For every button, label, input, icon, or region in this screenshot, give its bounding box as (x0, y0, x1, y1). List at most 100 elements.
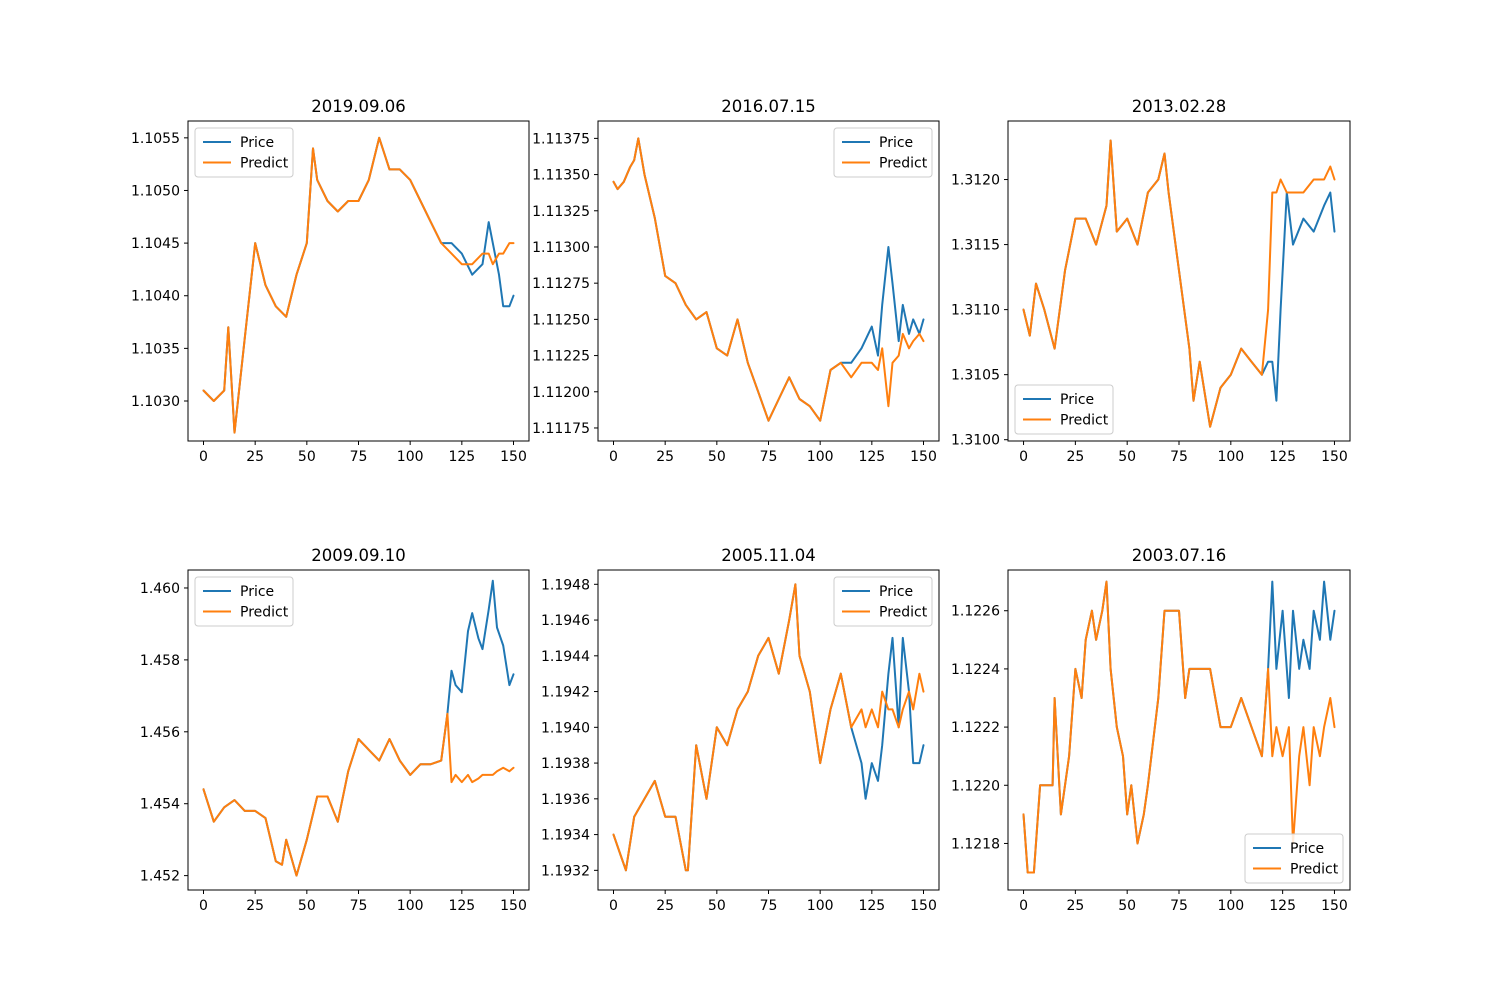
x-tick-label: 125 (1269, 449, 1296, 465)
x-tick-label: 50 (708, 449, 726, 465)
y-tick-label: 1.1218 (951, 836, 1000, 852)
chart-title: 2019.09.06 (311, 97, 405, 116)
y-tick-label: 1.3105 (951, 368, 1000, 384)
y-tick-label: 1.3100 (951, 433, 1000, 449)
x-tick-label: 75 (1170, 898, 1188, 914)
chart-title: 2009.09.10 (311, 546, 405, 565)
legend-label-predict: Predict (1060, 413, 1109, 429)
legend: Price Predict (833, 576, 933, 627)
y-tick-label: 1.1938 (541, 756, 590, 772)
x-tick-label: 100 (1217, 898, 1244, 914)
x-tick-label: 75 (350, 898, 368, 914)
x-tick-label: 75 (760, 449, 778, 465)
legend-label-predict: Predict (1290, 862, 1339, 878)
y-tick-label: 1.3120 (951, 173, 1000, 189)
series-line-predict (1022, 580, 1336, 874)
legend: Price Predict (194, 127, 294, 178)
x-tick-label: 100 (807, 898, 834, 914)
x-tick-label: 25 (1066, 898, 1084, 914)
subplot-3: 2013.02.28 0 25 50 75 100 125 150 1.3100 1.3105 1.… (951, 97, 1351, 465)
x-tick-label: 25 (246, 898, 264, 914)
y-tick-label: 1.1948 (541, 577, 590, 593)
y-tick-label: 1.11250 (532, 312, 590, 328)
legend-box (1014, 384, 1114, 435)
legend-box (194, 576, 294, 627)
legend-label-price: Price (240, 584, 274, 600)
legend-box (194, 127, 294, 178)
series-line-price (1022, 139, 1336, 428)
y-tick-label: 1.1040 (131, 289, 180, 305)
x-tick-label: 150 (910, 898, 937, 914)
y-tick-label: 1.1942 (541, 685, 590, 701)
legend-box (833, 576, 933, 627)
y-tick-label: 1.460 (140, 581, 180, 597)
y-tick-label: 1.452 (140, 869, 180, 885)
x-tick-label: 50 (1118, 898, 1136, 914)
x-tick-label: 25 (656, 898, 674, 914)
series-line-predict (202, 712, 515, 877)
legend-label-predict: Predict (879, 156, 928, 172)
y-tick-label: 1.1944 (541, 649, 590, 665)
y-tick-label: 1.1045 (131, 236, 180, 252)
legend: Price Predict (833, 127, 933, 178)
y-tick-label: 1.1936 (541, 792, 590, 808)
chart-title: 2003.07.16 (1132, 546, 1226, 565)
subplot-6: 2003.07.16 0 25 50 75 100 125 150 1.1218 1.1220 1.… (951, 546, 1351, 914)
x-tick-label: 50 (708, 898, 726, 914)
chart-title: 2013.02.28 (1132, 97, 1226, 116)
x-tick-label: 25 (246, 449, 264, 465)
legend: Price Predict (194, 576, 294, 627)
y-tick-label: 1.454 (140, 797, 180, 813)
y-tick-label: 1.1220 (951, 778, 1000, 794)
x-tick-label: 150 (910, 449, 937, 465)
legend-label-price: Price (240, 135, 274, 151)
y-tick-label: 1.11350 (532, 168, 590, 184)
y-tick-label: 1.1226 (951, 604, 1000, 620)
y-tick-label: 1.1940 (541, 720, 590, 736)
series-line-predict (1022, 139, 1336, 428)
x-tick-label: 50 (1118, 449, 1136, 465)
legend-box (1244, 833, 1344, 884)
x-tick-label: 75 (350, 449, 368, 465)
x-tick-label: 125 (858, 449, 885, 465)
series-line-predict (202, 136, 515, 434)
series-line-price (612, 137, 925, 422)
legend-box (833, 127, 933, 178)
y-tick-label: 1.1934 (541, 828, 590, 844)
y-tick-label: 1.11175 (532, 421, 590, 437)
legend: Price Predict (1244, 833, 1344, 884)
legend-label-predict: Predict (240, 605, 289, 621)
x-tick-label: 125 (448, 898, 475, 914)
y-tick-label: 1.1055 (131, 131, 180, 147)
series-line-predict (612, 137, 925, 422)
subplot-1: 2019.09.06 0 25 50 75 100 125 150 1.1030 1.1035 1.… (131, 97, 530, 465)
y-tick-label: 1.11300 (532, 240, 590, 256)
y-tick-label: 1.456 (140, 725, 180, 741)
y-tick-label: 1.1035 (131, 341, 180, 357)
y-tick-label: 1.11325 (532, 204, 590, 220)
x-tick-label: 25 (656, 449, 674, 465)
x-tick-label: 75 (1170, 449, 1188, 465)
y-tick-label: 1.11225 (532, 349, 590, 365)
legend: Price Predict (1014, 384, 1114, 435)
x-tick-label: 25 (1066, 449, 1084, 465)
subplot-4: 2009.09.10 0 25 50 75 100 125 150 1.452 1.454 1.45… (140, 546, 530, 914)
x-tick-label: 0 (199, 449, 208, 465)
y-tick-label: 1.11200 (532, 385, 590, 401)
x-tick-label: 0 (609, 898, 618, 914)
x-tick-label: 0 (609, 449, 618, 465)
x-tick-label: 150 (1321, 449, 1348, 465)
series-line-predict (612, 583, 925, 872)
x-tick-label: 75 (760, 898, 778, 914)
subplot-5: 2005.11.04 0 25 50 75 100 125 150 1.1932 1.1934 1.… (541, 546, 940, 914)
x-tick-label: 125 (858, 898, 885, 914)
y-tick-label: 1.1932 (541, 863, 590, 879)
series-line-price (1022, 580, 1336, 874)
y-tick-label: 1.1224 (951, 662, 1000, 678)
y-tick-label: 1.3110 (951, 303, 1000, 319)
x-tick-label: 50 (298, 898, 316, 914)
y-tick-label: 1.1222 (951, 720, 1000, 736)
y-tick-label: 1.3115 (951, 238, 1000, 254)
x-tick-label: 100 (1217, 449, 1244, 465)
x-tick-label: 0 (1019, 898, 1028, 914)
